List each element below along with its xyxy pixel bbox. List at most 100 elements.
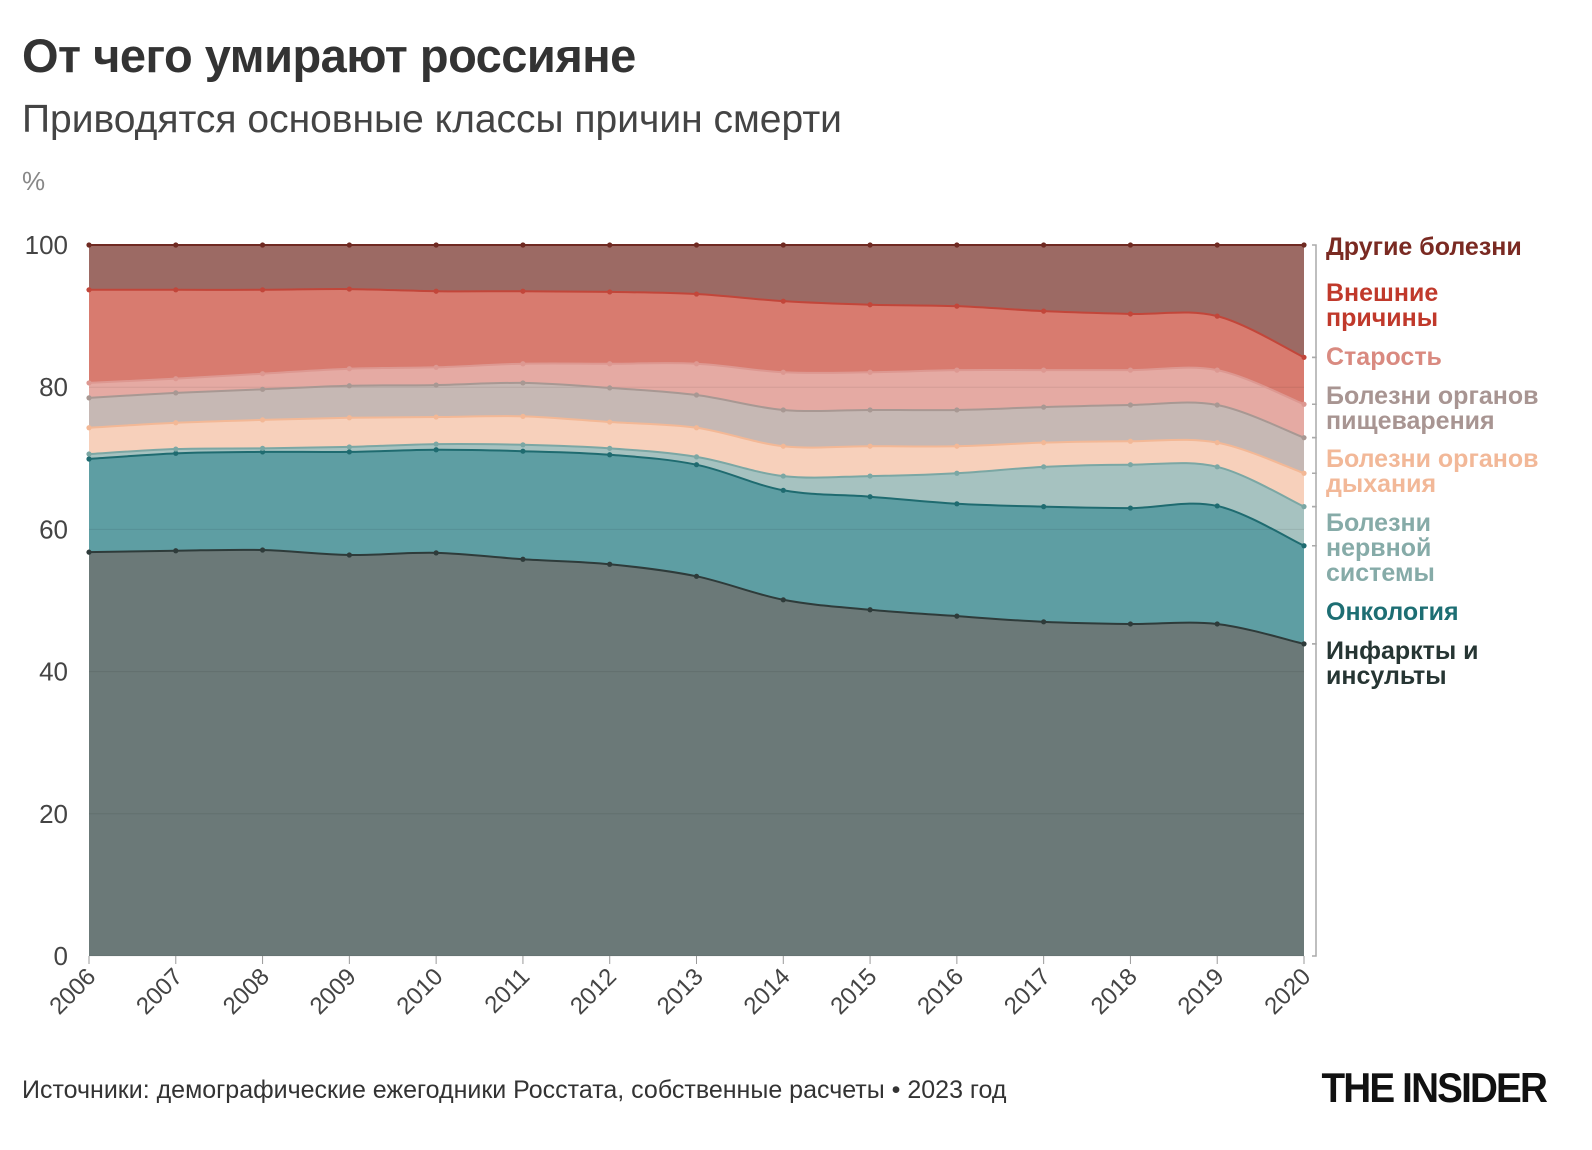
x-tick-label: 2013 — [652, 963, 709, 1020]
data-point — [1041, 242, 1047, 248]
data-point — [1127, 462, 1134, 468]
label-bracket — [1312, 472, 1317, 508]
data-point — [1127, 402, 1134, 408]
data-point — [1214, 440, 1220, 446]
data-point — [867, 494, 873, 500]
data-point — [346, 444, 352, 450]
series-label-line: Болезни — [1326, 509, 1431, 537]
chart-title: От чего умирают россияне — [22, 29, 636, 82]
data-point — [867, 302, 873, 308]
data-point — [954, 303, 960, 309]
data-point — [173, 420, 179, 426]
series-label-line: системы — [1326, 559, 1435, 587]
data-point — [867, 473, 873, 479]
data-point — [346, 286, 352, 292]
data-point — [954, 443, 960, 449]
data-point — [1214, 464, 1220, 470]
x-tick-label: 2016 — [912, 963, 969, 1020]
data-point — [780, 298, 786, 304]
data-point — [1127, 311, 1134, 317]
data-point — [346, 449, 352, 455]
data-point — [1301, 401, 1307, 407]
data-point — [780, 407, 786, 413]
label-bracket — [1312, 436, 1317, 474]
data-point — [693, 573, 700, 579]
series-label-line: Болезни органов — [1326, 445, 1539, 473]
data-point — [1301, 543, 1307, 549]
data-point — [607, 289, 613, 295]
data-point — [607, 445, 613, 451]
data-point — [1214, 313, 1220, 319]
data-point — [954, 470, 960, 476]
x-tick-label: 2012 — [565, 963, 622, 1020]
label-bracket — [1312, 356, 1317, 406]
data-point — [259, 287, 266, 293]
area-0 — [89, 549, 1304, 956]
data-point — [1041, 308, 1047, 314]
series-label-7: Другие болезни — [1312, 233, 1522, 359]
data-point — [867, 407, 873, 413]
x-tick-label: 2019 — [1173, 963, 1230, 1020]
series-label-line: Внешние — [1326, 279, 1438, 307]
x-tick-label: 2006 — [44, 963, 101, 1020]
data-point — [173, 390, 179, 396]
area-4 — [89, 382, 1304, 474]
data-point — [1041, 440, 1047, 446]
data-point — [693, 392, 700, 398]
data-point — [1214, 242, 1220, 248]
data-point — [1214, 503, 1220, 509]
chart-subtitle: Приводятся основные классы причин смерти — [22, 98, 842, 141]
data-point — [520, 413, 526, 419]
source-note: Источники: демографические ежегодники Ро… — [22, 1076, 1007, 1104]
data-point — [259, 547, 266, 553]
data-point — [173, 242, 179, 248]
data-point — [1214, 367, 1220, 373]
data-point — [693, 425, 700, 431]
data-point — [520, 380, 526, 386]
data-point — [1301, 504, 1307, 510]
data-point — [346, 383, 352, 389]
data-point — [173, 376, 179, 382]
the-insider-logo: THE INSIDER — [1321, 1064, 1547, 1111]
data-point — [86, 395, 92, 401]
series-label-5: Старость — [1312, 343, 1442, 439]
data-point — [954, 407, 960, 413]
series-label-line: Инфаркты и — [1326, 637, 1479, 665]
x-tick-label: 2017 — [999, 963, 1056, 1020]
x-tick-label: 2018 — [1086, 963, 1143, 1020]
label-bracket — [1312, 643, 1317, 957]
data-point — [780, 242, 786, 248]
data-point — [1301, 242, 1307, 248]
data-point — [1127, 505, 1134, 511]
data-point — [86, 380, 92, 386]
x-tick-label: 2015 — [825, 963, 882, 1020]
data-point — [867, 242, 873, 248]
data-point — [693, 242, 700, 248]
data-point — [954, 501, 960, 507]
x-tick-label: 2008 — [218, 963, 275, 1020]
x-tick-label: 2009 — [305, 963, 362, 1020]
series-label-line: нервной — [1326, 534, 1431, 562]
data-point — [433, 382, 439, 388]
data-point — [867, 607, 873, 613]
data-point — [86, 242, 92, 248]
data-point — [86, 456, 92, 462]
series-label-line: пищеварения — [1326, 407, 1495, 435]
series-label-line: дыхания — [1326, 470, 1436, 498]
data-point — [173, 446, 179, 452]
data-point — [607, 452, 613, 458]
x-tick-label: 2014 — [739, 963, 796, 1020]
data-point — [780, 597, 786, 603]
data-point — [780, 487, 786, 493]
data-point — [607, 242, 613, 248]
data-point — [693, 361, 700, 367]
data-point — [1214, 621, 1220, 627]
x-tick-label: 2011 — [480, 963, 536, 1019]
data-point — [173, 287, 179, 293]
area-3 — [89, 416, 1304, 507]
series-label-line: инсульты — [1326, 662, 1447, 690]
y-tick-label: 0 — [54, 941, 68, 971]
data-point — [433, 447, 439, 453]
